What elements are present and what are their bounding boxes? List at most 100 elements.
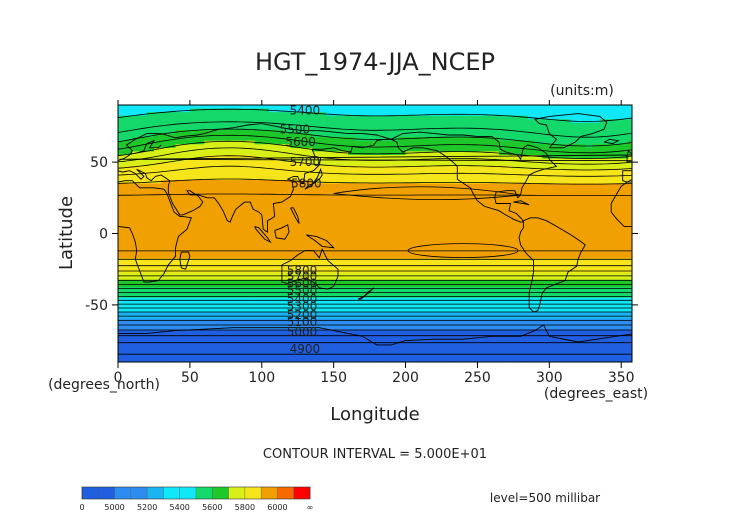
field-cell	[534, 276, 543, 281]
field-cell	[118, 301, 126, 306]
field-cell	[125, 279, 133, 285]
field-cell	[405, 183, 414, 188]
field-cell	[268, 351, 277, 356]
field-cell	[340, 151, 349, 156]
field-cell	[197, 172, 205, 177]
field-cell	[146, 194, 155, 199]
field-cell	[578, 312, 586, 317]
field-cell	[506, 112, 514, 117]
field-cell	[570, 204, 579, 210]
field-cell	[578, 319, 586, 324]
field-cell	[434, 329, 443, 335]
field-cell	[628, 197, 632, 202]
field-cell	[506, 208, 514, 213]
field-cell	[204, 158, 213, 163]
field-cell	[398, 233, 407, 238]
field-cell	[463, 154, 471, 160]
field-cell	[283, 351, 292, 356]
field-cell	[290, 151, 299, 156]
field-cell	[628, 144, 632, 149]
field-cell	[283, 337, 292, 342]
field-cell	[132, 308, 141, 313]
field-cell	[419, 140, 428, 145]
field-cell	[628, 254, 632, 260]
field-cell	[153, 165, 162, 170]
field-cell	[448, 308, 457, 313]
field-cell	[254, 315, 263, 320]
field-cell	[348, 183, 356, 188]
field-cell	[146, 262, 155, 267]
field-cell	[182, 222, 191, 227]
field-cell	[297, 283, 306, 288]
field-cell	[441, 301, 450, 306]
field-cell	[506, 262, 514, 267]
field-cell	[362, 119, 371, 124]
field-cell	[139, 233, 148, 238]
field-cell	[204, 222, 213, 227]
field-cell	[455, 222, 464, 227]
field-cell	[412, 297, 421, 302]
field-cell	[499, 187, 507, 192]
field-cell	[225, 258, 234, 263]
field-cell	[261, 337, 270, 342]
field-cell	[556, 297, 565, 302]
field-cell	[304, 254, 313, 260]
field-cell	[290, 351, 299, 356]
field-cell	[247, 347, 256, 352]
field-cell	[319, 105, 328, 110]
field-cell	[175, 222, 184, 227]
field-cell	[534, 105, 543, 110]
field-cell	[139, 115, 148, 120]
field-cell	[118, 283, 126, 288]
field-cell	[470, 183, 479, 188]
field-cell	[441, 183, 450, 188]
field-cell	[348, 215, 356, 220]
field-cell	[304, 169, 313, 174]
field-cell	[312, 158, 320, 163]
field-cell	[340, 126, 349, 131]
field-cell	[161, 147, 169, 153]
field-cell	[333, 119, 342, 124]
field-cell	[340, 165, 349, 170]
field-cell	[125, 219, 133, 224]
field-cell	[146, 151, 155, 156]
field-cell	[499, 204, 507, 210]
field-cell	[118, 326, 126, 331]
field-cell	[477, 347, 486, 352]
field-cell	[520, 254, 529, 260]
field-cell	[319, 158, 328, 163]
field-cell	[348, 222, 356, 227]
field-cell	[549, 240, 558, 245]
field-cell	[304, 304, 313, 310]
field-cell	[412, 208, 421, 213]
field-cell	[563, 229, 572, 235]
field-cell	[362, 144, 371, 149]
field-cell	[225, 283, 234, 288]
field-cell	[189, 183, 198, 188]
field-cell	[621, 329, 630, 335]
field-cell	[621, 183, 630, 188]
field-cell	[326, 287, 335, 292]
field-cell	[125, 351, 133, 356]
field-cell	[132, 219, 141, 224]
field-cell	[247, 158, 256, 163]
field-cell	[153, 319, 162, 324]
field-cell	[578, 244, 586, 249]
field-cell	[542, 129, 550, 135]
field-cell	[340, 108, 349, 113]
field-cell	[455, 297, 464, 302]
field-cell	[628, 312, 632, 317]
field-cell	[405, 215, 414, 220]
field-cell	[254, 183, 263, 188]
field-cell	[491, 179, 500, 185]
field-cell	[268, 154, 277, 160]
field-cell	[534, 240, 543, 245]
field-cell	[333, 265, 342, 270]
field-cell	[470, 140, 479, 145]
field-cell	[326, 147, 335, 153]
field-cell	[491, 222, 500, 227]
field-cell	[412, 215, 421, 220]
field-cell	[283, 204, 292, 210]
field-cell	[233, 312, 241, 317]
field-cell	[506, 287, 514, 292]
